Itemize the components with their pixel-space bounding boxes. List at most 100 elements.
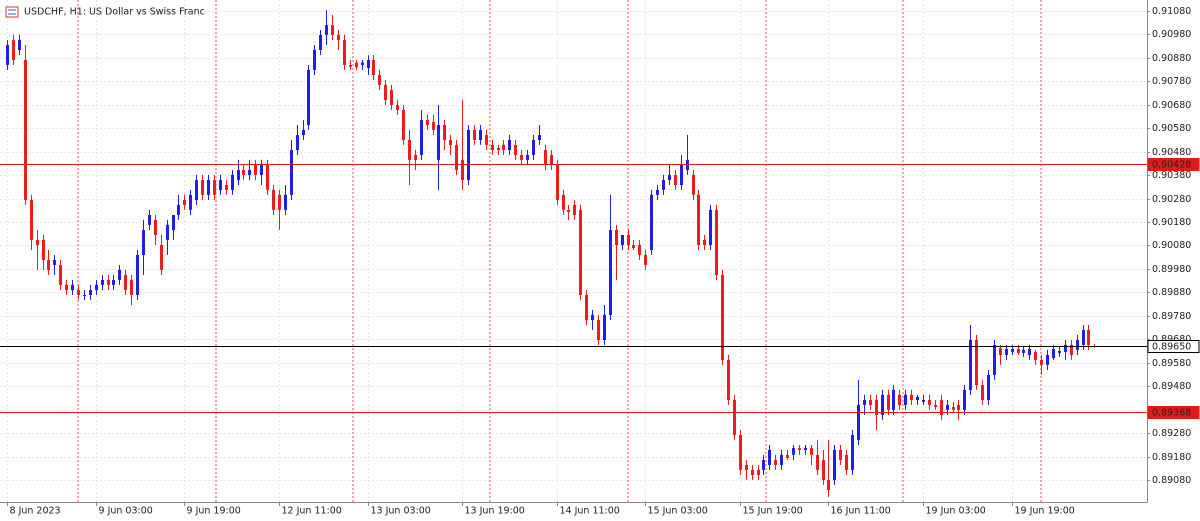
candle-body (804, 448, 807, 450)
candle-body (845, 454, 848, 470)
candle-body (1052, 348, 1055, 359)
candle-body (142, 230, 145, 255)
candle-body (1070, 344, 1073, 355)
candle-body (715, 209, 718, 276)
candle-body (934, 404, 937, 408)
candle-body (579, 209, 582, 295)
candle-body (1046, 354, 1049, 365)
candle-body (940, 400, 943, 416)
candle-body (437, 124, 440, 160)
candle-body (154, 219, 157, 235)
candle-body (254, 165, 257, 175)
candle-body (396, 105, 399, 110)
candle-body (242, 169, 245, 175)
candle-body (674, 174, 677, 185)
candle-body (792, 448, 795, 455)
y-tick-label: 0.90880 (1152, 53, 1191, 64)
candle-body (745, 464, 748, 470)
candle-body (1064, 344, 1067, 352)
x-tick-label: 9 Jun 03:00 (99, 506, 153, 517)
candle-body (556, 165, 559, 201)
candle-body (1076, 339, 1079, 350)
candle-body (963, 389, 966, 410)
candle-body (455, 144, 458, 170)
y-tick-label: 0.90680 (1152, 100, 1191, 111)
candle-body (290, 150, 293, 195)
candle-body (733, 400, 736, 435)
candle-body (1011, 348, 1014, 352)
candle-body (662, 180, 665, 190)
candle-body (875, 400, 878, 416)
candle-body (42, 239, 45, 261)
candle-body (172, 215, 175, 231)
candle-body (402, 109, 405, 140)
candle-body (739, 434, 742, 470)
candle-body (993, 344, 996, 375)
candle-body (597, 320, 600, 340)
candle-body (999, 347, 1002, 355)
candle-body (420, 120, 423, 155)
candle-body (266, 165, 269, 190)
candle-body (1040, 359, 1043, 365)
candle-body (839, 449, 842, 461)
candle-body (83, 294, 86, 296)
candle-body (957, 404, 960, 410)
y-tick-label: 0.90580 (1152, 123, 1191, 134)
candle-body (426, 120, 429, 125)
candle-body (491, 144, 494, 151)
price-tag-label: 0.89650 (1152, 342, 1191, 353)
candle-body (946, 404, 949, 410)
candle-body (1034, 351, 1037, 360)
candle-body (898, 394, 901, 405)
candle-body (1005, 348, 1008, 355)
y-tick-label: 0.90280 (1152, 194, 1191, 205)
y-tick-label: 0.89180 (1152, 452, 1191, 463)
candle-body (485, 135, 488, 145)
y-tick-label: 0.89580 (1152, 358, 1191, 369)
candle-body (189, 194, 192, 210)
candle-body (627, 234, 630, 246)
candle-body (502, 144, 505, 151)
candle-body (822, 460, 825, 480)
candle-body (887, 394, 890, 410)
candle-body (615, 230, 618, 246)
candle-body (768, 449, 771, 465)
candle-body (514, 144, 517, 155)
symbol-icon (5, 6, 19, 18)
candle-body (520, 154, 523, 160)
candle-body (112, 279, 115, 285)
candle-body (467, 129, 470, 181)
candle-body (585, 294, 588, 321)
candle-body (160, 245, 163, 270)
candle-body (260, 165, 263, 175)
price-tag-label: 0.89368 (1152, 408, 1191, 419)
candle-body (53, 260, 56, 265)
candle-body (692, 174, 695, 195)
candle-body (857, 404, 860, 440)
candle-body (774, 460, 777, 465)
candle-body (833, 449, 836, 480)
candle-body (479, 129, 482, 140)
candle-body (810, 448, 813, 455)
candle-body (1082, 329, 1085, 345)
y-tick-label: 0.90080 (1152, 240, 1191, 251)
candle-body (603, 314, 606, 340)
candle-body (384, 84, 387, 100)
candle-body (248, 169, 251, 175)
candle-body (313, 49, 316, 70)
candle-body (408, 139, 411, 160)
y-tick-label: 0.89280 (1152, 428, 1191, 439)
candle-body (225, 184, 228, 190)
candle-body (183, 200, 186, 205)
candle-body (632, 245, 635, 249)
candle-body (65, 284, 68, 291)
y-tick-label: 0.90480 (1152, 147, 1191, 158)
candle-body (573, 204, 576, 216)
price-tag (1147, 340, 1200, 353)
candle-body (325, 25, 328, 35)
chart-title: USDCHF, H1: US Dollar vs Swiss Franc (24, 7, 205, 18)
candle-body (497, 147, 500, 151)
candle-body (36, 239, 39, 246)
candle-body (621, 234, 624, 246)
